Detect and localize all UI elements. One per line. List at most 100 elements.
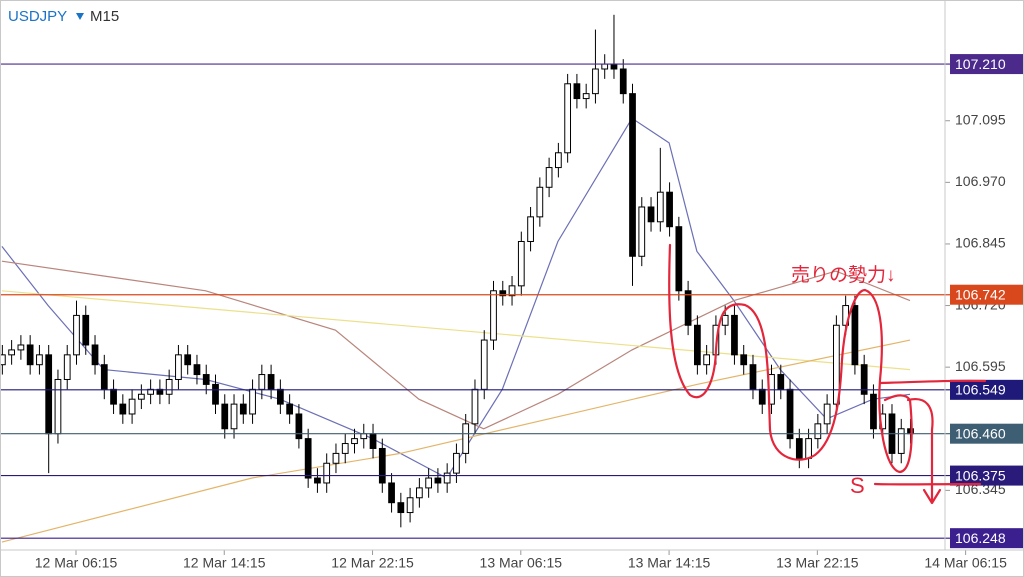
candle-body xyxy=(592,68,599,95)
candle-body xyxy=(471,388,479,425)
candle-body xyxy=(406,497,414,514)
candle-body xyxy=(536,186,544,218)
price-box xyxy=(950,284,1024,305)
candle-body xyxy=(415,487,423,499)
candle-body xyxy=(582,93,590,100)
candle-body xyxy=(73,314,80,356)
candle-body xyxy=(860,364,868,395)
candle-body xyxy=(490,290,497,341)
indicator-line xyxy=(1,260,911,430)
candle-body xyxy=(397,502,405,514)
candle-body xyxy=(851,305,859,366)
candle-body xyxy=(276,388,284,405)
candle-body xyxy=(110,388,117,405)
annotation: S xyxy=(850,473,865,498)
candle-body xyxy=(610,63,618,70)
candle-body xyxy=(684,290,692,326)
candle-body xyxy=(100,364,108,390)
candle-body xyxy=(26,344,34,366)
price-label: 106.375 xyxy=(955,467,1006,483)
candle-body xyxy=(675,226,683,292)
candle-body xyxy=(286,403,294,415)
dropdown-icon[interactable] xyxy=(76,13,84,20)
candle-body xyxy=(82,314,90,346)
candle-body xyxy=(8,349,15,356)
candle-body xyxy=(629,93,636,257)
x-tick-label: 14 Mar 06:15 xyxy=(924,555,1007,571)
candle-body xyxy=(91,344,99,366)
candle-body xyxy=(833,324,840,405)
y-tick-label: 106.595 xyxy=(955,358,1006,374)
hand-drawing xyxy=(668,243,987,505)
candle-body xyxy=(508,285,516,297)
candle-body xyxy=(573,83,581,100)
candle-body xyxy=(54,378,62,435)
candle-body xyxy=(758,388,766,405)
price-label: 107.210 xyxy=(955,56,1006,72)
candle-body xyxy=(814,423,822,440)
symbol: USDJPY xyxy=(8,8,67,25)
candle-body xyxy=(545,167,553,188)
price-box xyxy=(950,54,1024,75)
candle-body xyxy=(462,423,470,454)
candle-body xyxy=(314,477,321,484)
candle-body xyxy=(360,433,368,440)
timeframe[interactable]: M15 xyxy=(90,8,119,25)
candle-body xyxy=(554,152,562,169)
candle-body xyxy=(175,354,182,380)
candle-body xyxy=(128,398,136,415)
candle-body xyxy=(656,191,664,223)
candle-body xyxy=(63,354,71,380)
candle-body xyxy=(388,482,395,504)
candle-body xyxy=(45,354,53,435)
candle-body xyxy=(721,314,729,326)
x-tick-label: 13 Mar 14:15 xyxy=(628,555,711,571)
candle-body xyxy=(731,314,738,356)
candle-body xyxy=(749,364,757,390)
price-line-layer: 107.210 106.742 106.549 106.460 106.375 106.2… xyxy=(0,54,1024,549)
candle-body xyxy=(304,438,312,479)
candle-body xyxy=(323,462,331,484)
candle-body xyxy=(17,344,25,351)
price-box xyxy=(950,528,1024,549)
candle-body xyxy=(601,63,609,70)
x-tick-label: 13 Mar 22:15 xyxy=(776,555,859,571)
candle-body xyxy=(165,378,173,395)
annotation: 売りの勢力↓ xyxy=(791,264,896,286)
candle-body xyxy=(443,472,451,484)
candle-body xyxy=(619,68,627,95)
candle-body xyxy=(777,374,785,390)
candle-body xyxy=(638,206,646,257)
candle-body xyxy=(480,339,488,390)
candle-body xyxy=(378,447,386,484)
candle-body xyxy=(267,374,275,390)
x-tick-label: 12 Mar 06:15 xyxy=(35,555,118,571)
price-box xyxy=(950,423,1024,444)
candle-body xyxy=(434,477,442,484)
candle-body xyxy=(694,324,701,366)
candle-body xyxy=(786,388,794,440)
candle-body xyxy=(870,393,877,430)
candle-body xyxy=(564,83,572,154)
candle-body xyxy=(517,240,525,287)
indicator-line xyxy=(1,290,911,371)
price-box xyxy=(950,465,1024,486)
candle-body xyxy=(453,452,460,474)
candle-body xyxy=(137,393,145,400)
candle-body xyxy=(239,403,247,415)
candle-body xyxy=(805,438,812,459)
x-tick-label: 12 Mar 22:15 xyxy=(331,555,414,571)
candle-body xyxy=(332,452,340,464)
indicator-layer xyxy=(1,117,911,543)
price-label: 106.248 xyxy=(955,530,1006,546)
indicator-line xyxy=(1,117,911,479)
candle-body xyxy=(212,383,219,405)
candle-body xyxy=(647,206,655,223)
price-label: 106.549 xyxy=(955,382,1006,398)
candle-body xyxy=(295,413,303,440)
candle-body xyxy=(249,388,256,415)
y-tick-label: 107.095 xyxy=(955,111,1006,127)
candle-body xyxy=(897,428,905,454)
